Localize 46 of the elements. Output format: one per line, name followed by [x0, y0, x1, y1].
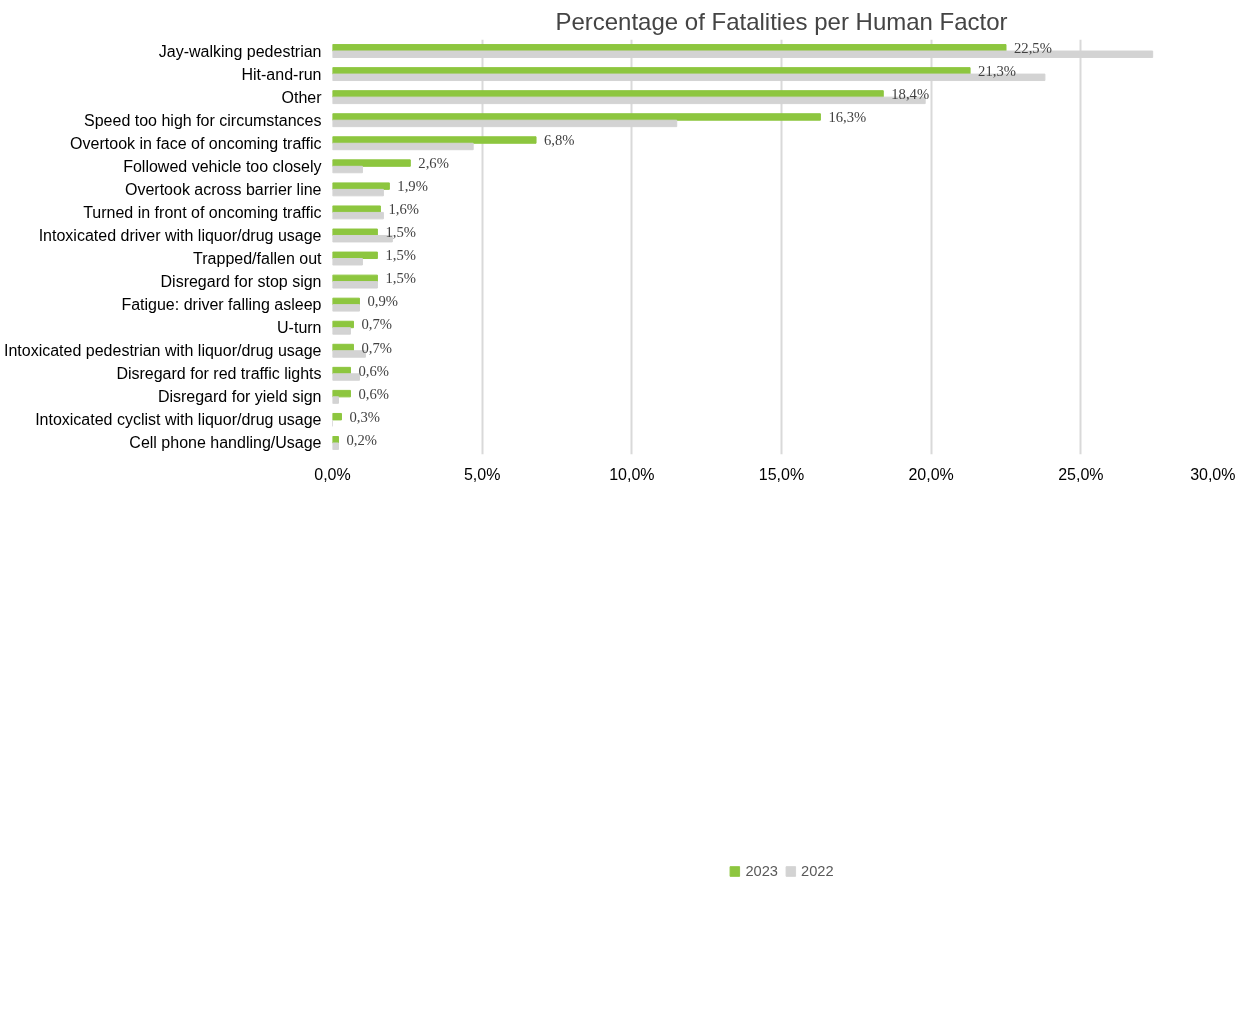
y-tick-label: Speed too high for circumstances [84, 111, 322, 129]
y-tick-label: Disregard for yield sign [157, 388, 322, 406]
y-tick-label: Fatigue: driver falling asleep [121, 296, 322, 314]
data-label: 0,9% [367, 293, 398, 310]
data-label: 1,5% [385, 224, 416, 241]
y-tick-label: Disregard for red traffic lights [116, 365, 322, 383]
data-label: 1,5% [385, 270, 416, 287]
x-tick-label: 10,0% [609, 465, 655, 483]
x-tick-label: 0,0% [314, 465, 351, 483]
x-tick-label: 20,0% [908, 465, 954, 483]
legend-label: 2022 [801, 863, 834, 879]
chart-title: Percentage of Fatalities per Human Factor [555, 7, 1008, 35]
data-label: 0,6% [358, 385, 389, 402]
data-label: 21,3% [978, 62, 1016, 79]
y-tick-label: Intoxicated driver with liquor/drug usage [38, 226, 322, 244]
y-tick-label: Intoxicated pedestrian with liquor/drug usage [3, 342, 322, 360]
data-label: 1,9% [397, 178, 428, 195]
data-label: 18,4% [891, 85, 930, 102]
y-tick-label: Disregard for stop sign [160, 273, 322, 291]
y-tick-label: Cell phone handling/Usage [129, 434, 322, 452]
y-tick-label: Followed vehicle too closely [123, 157, 322, 175]
y-tick-label: Overtook across barrier line [124, 180, 322, 198]
data-label: 1,6% [388, 201, 419, 218]
y-tick-label: Hit-and-run [241, 65, 322, 83]
data-label: 0,7% [361, 339, 392, 356]
data-label: 6,8% [544, 132, 575, 149]
x-tick-label: 30,0% [1190, 465, 1236, 483]
legend-label: 2023 [745, 863, 778, 879]
data-label: 0,6% [358, 362, 389, 379]
x-tick-label: 15,0% [758, 465, 805, 483]
y-tick-label: U-turn [277, 319, 322, 337]
data-label: 1,5% [385, 247, 416, 264]
data-label: 16,3% [828, 108, 867, 125]
data-label: 2,6% [418, 155, 449, 172]
data-label: 22,5% [1014, 39, 1052, 56]
x-tick-label: 25,0% [1058, 465, 1104, 483]
y-tick-label: Overtook in face of oncoming traffic [70, 134, 322, 152]
data-label: 0,7% [361, 316, 392, 333]
data-label: 0,3% [349, 408, 381, 425]
data-label: 0,2% [346, 431, 378, 448]
x-tick-label: 5,0% [463, 465, 501, 483]
y-tick-label: Intoxicated cyclist with liquor/drug usage [35, 411, 322, 429]
y-tick-label: Jay-walking pedestrian [158, 42, 322, 60]
y-tick-label: Turned in front of oncoming traffic [83, 203, 322, 221]
y-tick-label: Trapped/fallen out [193, 250, 323, 268]
y-tick-label: Other [281, 88, 323, 106]
